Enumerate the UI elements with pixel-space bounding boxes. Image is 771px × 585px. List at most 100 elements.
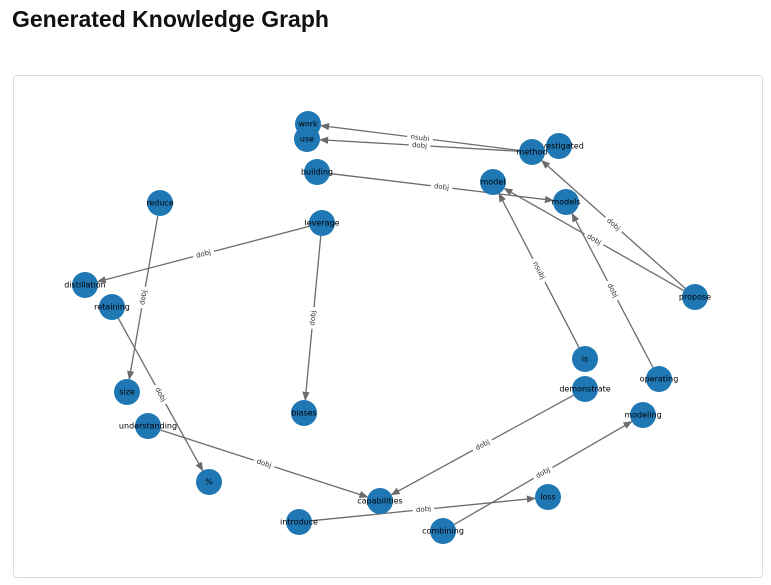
edge-label-background bbox=[430, 180, 453, 193]
edge-label-group: dobj bbox=[191, 246, 215, 261]
node-circle[interactable] bbox=[147, 190, 173, 216]
edge-label: nsubj bbox=[531, 260, 547, 281]
edge-label: dobj bbox=[256, 457, 273, 469]
node-building[interactable]: building bbox=[301, 159, 333, 185]
edge-label-background bbox=[252, 455, 276, 471]
node-label: loss bbox=[540, 493, 555, 502]
node-understanding[interactable]: understanding bbox=[119, 413, 177, 439]
node-operating[interactable]: operating bbox=[640, 366, 679, 392]
node-label: combining bbox=[422, 527, 464, 536]
node-label: reduce bbox=[146, 199, 174, 208]
node-circle[interactable] bbox=[309, 210, 335, 236]
knowledge-graph[interactable]: nsubjdobjdobjdobjdobjdobjdobjdobjdobjnsu… bbox=[14, 76, 764, 579]
node-label: retaining bbox=[94, 303, 130, 312]
node-models[interactable]: models bbox=[551, 189, 581, 215]
node-circle[interactable] bbox=[99, 294, 125, 320]
edge-label-background bbox=[191, 246, 215, 261]
node-size[interactable]: size bbox=[114, 379, 140, 405]
edge-label: dobj bbox=[434, 182, 450, 192]
node-leverage[interactable]: leverage bbox=[305, 210, 340, 236]
edge-propose-method: dobj bbox=[541, 160, 686, 289]
edge-method-use: dobj bbox=[319, 136, 520, 152]
edge-label: dobj bbox=[308, 310, 317, 326]
edge-introduce-loss: dobj bbox=[311, 495, 536, 522]
node-is[interactable]: is bbox=[572, 346, 598, 372]
edge-label-background bbox=[151, 382, 171, 406]
node-label: operating bbox=[640, 375, 679, 384]
node-label: distillation bbox=[64, 281, 106, 290]
node-circle[interactable] bbox=[291, 400, 317, 426]
node-label: % bbox=[205, 478, 213, 487]
edge-label-group: dobj bbox=[252, 455, 276, 471]
node-investigated[interactable]: investigated bbox=[534, 133, 584, 159]
node-label: work bbox=[298, 120, 318, 129]
edge-label: dobj bbox=[416, 505, 432, 514]
edge-propose-model: dobj bbox=[503, 187, 685, 292]
edge-label: dobj bbox=[138, 289, 148, 305]
node-propose[interactable]: propose bbox=[679, 284, 711, 310]
node-circle[interactable] bbox=[535, 484, 561, 510]
node-circle[interactable] bbox=[553, 189, 579, 215]
edge-label-group: dobj bbox=[412, 503, 435, 515]
node-circle[interactable] bbox=[72, 272, 98, 298]
node-circle[interactable] bbox=[367, 488, 393, 514]
node-circle[interactable] bbox=[294, 126, 320, 152]
edge-label-background bbox=[412, 503, 435, 515]
node-circle[interactable] bbox=[630, 402, 656, 428]
node-method[interactable]: method bbox=[517, 139, 548, 165]
edge-label-group: dobj bbox=[307, 306, 319, 330]
node-circle[interactable] bbox=[572, 346, 598, 372]
edge-label: dobj bbox=[195, 248, 212, 260]
node-introduce[interactable]: introduce bbox=[280, 509, 318, 535]
node-label: method bbox=[517, 148, 548, 157]
edge-label-background bbox=[136, 286, 150, 309]
node-label: investigated bbox=[534, 142, 584, 151]
node-capabilities[interactable]: capabilities bbox=[357, 488, 403, 514]
node-circle[interactable] bbox=[546, 133, 572, 159]
node-label: understanding bbox=[119, 422, 177, 431]
node-circle[interactable] bbox=[286, 509, 312, 535]
node-circle[interactable] bbox=[519, 139, 545, 165]
node-model[interactable]: model bbox=[480, 169, 506, 195]
node-combining[interactable]: combining bbox=[422, 518, 464, 544]
node-circle[interactable] bbox=[430, 518, 456, 544]
node-circle[interactable] bbox=[480, 169, 506, 195]
node-circle[interactable] bbox=[135, 413, 161, 439]
edge-operating-models: dobj bbox=[571, 212, 654, 368]
node-label: leverage bbox=[305, 219, 340, 228]
edge-label-group: dobj bbox=[136, 286, 150, 309]
node-label: models bbox=[551, 198, 580, 207]
edge-demonstrate-capabilities: dobj bbox=[390, 394, 574, 496]
node-label: modeling bbox=[624, 411, 661, 420]
node-distillation[interactable]: distillation bbox=[64, 272, 106, 298]
node-label: propose bbox=[679, 293, 711, 302]
node-circle[interactable] bbox=[114, 379, 140, 405]
node-retaining[interactable]: retaining bbox=[94, 294, 130, 320]
node-circle[interactable] bbox=[304, 159, 330, 185]
node-reduce[interactable]: reduce bbox=[146, 190, 174, 216]
edge-label-background bbox=[602, 213, 625, 235]
node-demonstrate[interactable]: demonstrate bbox=[559, 376, 611, 402]
node-label: introduce bbox=[280, 518, 318, 527]
node-percent[interactable]: % bbox=[196, 469, 222, 495]
edge-label-background bbox=[408, 139, 431, 151]
page-title: Generated Knowledge Graph bbox=[12, 6, 329, 32]
edge-label-background bbox=[529, 256, 550, 284]
node-circle[interactable] bbox=[682, 284, 708, 310]
node-circle[interactable] bbox=[646, 366, 672, 392]
node-biases[interactable]: biases bbox=[291, 400, 317, 426]
node-circle[interactable] bbox=[196, 469, 222, 495]
edge-label-group: dobj bbox=[408, 139, 431, 151]
edge-is-model: nsubj bbox=[498, 192, 580, 348]
edge-building-models: dobj bbox=[329, 172, 554, 204]
node-label: capabilities bbox=[357, 497, 402, 506]
node-modeling[interactable]: modeling bbox=[624, 402, 662, 428]
node-label: model bbox=[481, 178, 506, 187]
node-circle[interactable] bbox=[572, 376, 598, 402]
edge-label-background bbox=[531, 463, 555, 482]
edge-leverage-distillation: dobj bbox=[96, 225, 310, 284]
edge-combining-modeling: dobj bbox=[453, 420, 633, 526]
node-use[interactable]: use bbox=[294, 126, 320, 152]
node-loss[interactable]: loss bbox=[535, 484, 561, 510]
node-label: biases bbox=[291, 409, 316, 418]
